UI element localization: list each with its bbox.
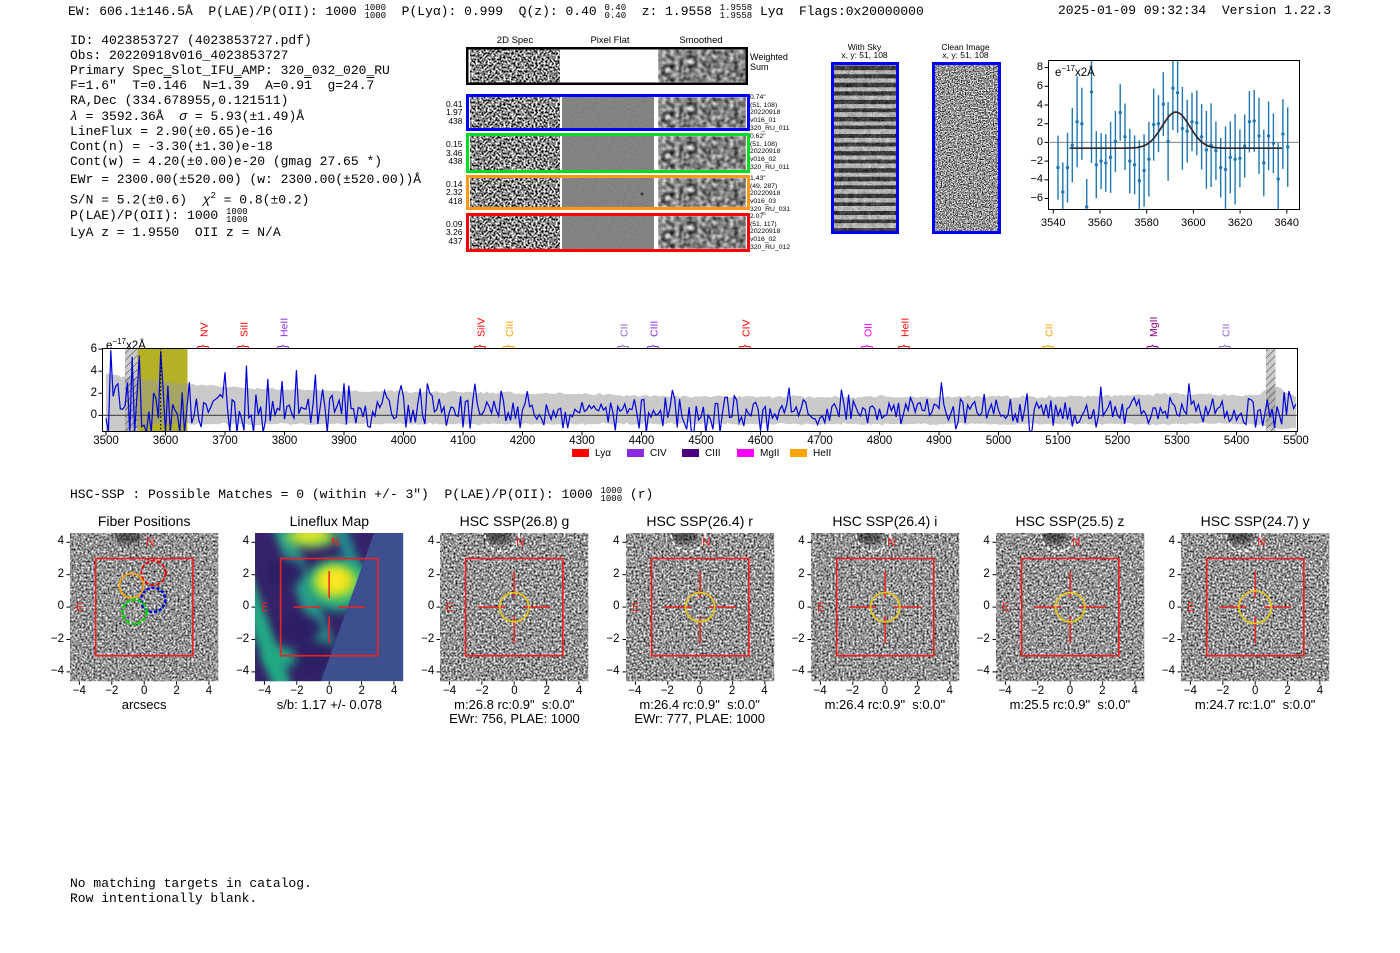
svg-text:CIV: CIV [741, 319, 753, 337]
svg-text:CII: CII [1044, 324, 1056, 337]
svg-text:MgII: MgII [1148, 317, 1160, 337]
svg-text:HeII: HeII [278, 318, 290, 337]
svg-text:E: E [76, 602, 84, 614]
svg-text:SiII: SiII [239, 322, 251, 337]
svg-text:}: } [738, 344, 752, 348]
svg-text:N: N [331, 537, 339, 549]
svg-text:CIII: CIII [504, 321, 516, 337]
svg-text:}: } [275, 344, 289, 348]
svg-text:E: E [632, 602, 640, 614]
svg-text:N: N [702, 537, 710, 549]
svg-text:N: N [146, 537, 154, 549]
svg-text:N: N [516, 537, 524, 549]
svg-text:}: } [646, 344, 660, 348]
svg-text:SiIV: SiIV [476, 318, 488, 337]
svg-text:NV: NV [199, 322, 211, 337]
svg-text:}: } [196, 344, 210, 348]
svg-text:N: N [1072, 537, 1080, 549]
svg-text:}: } [1145, 344, 1159, 348]
svg-text:}: } [1218, 344, 1232, 348]
svg-text:E: E [817, 602, 825, 614]
svg-text:}: } [501, 344, 515, 348]
svg-text:CII: CII [618, 324, 630, 337]
svg-text:E: E [1002, 602, 1010, 614]
svg-text:}: } [615, 344, 629, 348]
svg-text:OII: OII [862, 323, 874, 337]
svg-text:N: N [1257, 537, 1265, 549]
svg-text:E: E [446, 602, 454, 614]
svg-text:CIII: CIII [649, 321, 661, 337]
svg-text:}: } [859, 344, 873, 348]
svg-text:N: N [887, 537, 895, 549]
svg-text:}: } [473, 344, 487, 348]
svg-text:}: } [897, 344, 911, 348]
svg-text:}: } [1041, 344, 1055, 348]
svg-text:E: E [261, 602, 269, 614]
svg-text:E: E [1187, 602, 1195, 614]
svg-text:}: } [236, 344, 250, 348]
svg-text:CII: CII [1221, 324, 1233, 337]
svg-text:HeII: HeII [900, 318, 912, 337]
